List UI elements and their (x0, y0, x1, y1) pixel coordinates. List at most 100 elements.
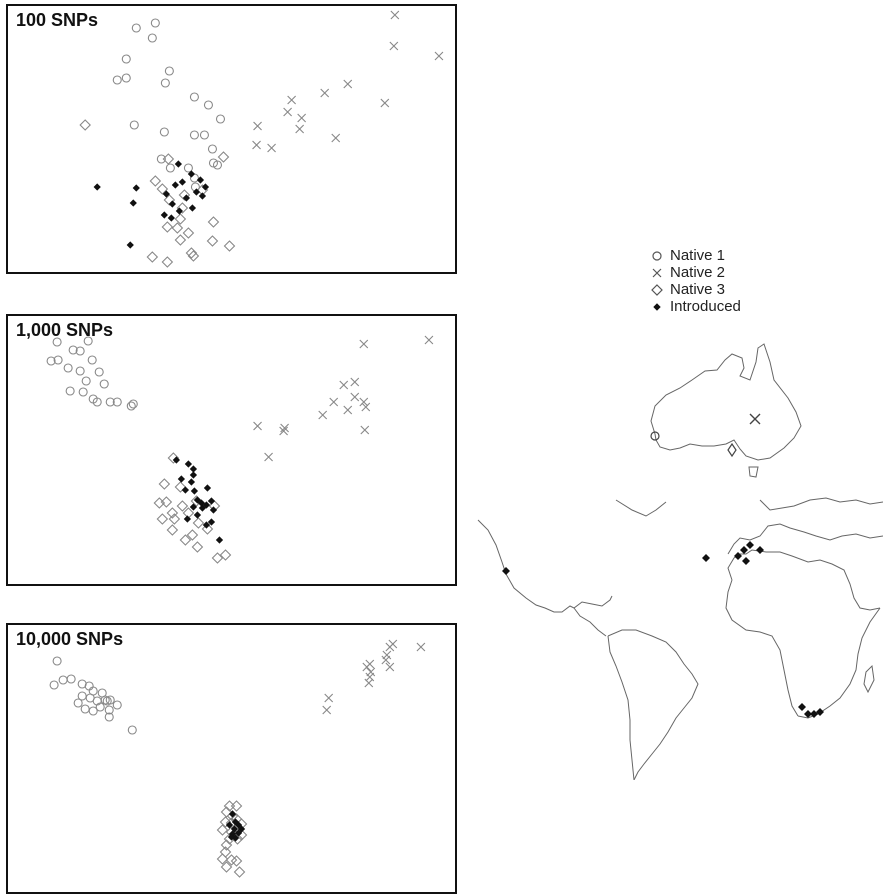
cross-marker-icon (652, 268, 662, 277)
data-point (207, 518, 216, 526)
data-point (161, 221, 174, 233)
data-point (215, 536, 224, 544)
data-point (193, 511, 202, 519)
data-point (216, 853, 229, 865)
data-point (160, 496, 173, 508)
native-3-site-marker (727, 442, 737, 458)
data-point (339, 380, 349, 390)
data-point (217, 151, 230, 163)
data-point (225, 821, 234, 829)
data-point (198, 504, 207, 512)
data-point (84, 681, 94, 691)
legend: Native 1 Native 2 Native 3 Introduced (650, 247, 741, 315)
panel-title: 100 SNPs (16, 10, 99, 30)
introduced-site-marker (804, 710, 812, 718)
introduced-site-marker (734, 552, 742, 560)
data-point (131, 23, 141, 33)
data-point (162, 153, 175, 165)
data-point (112, 397, 122, 407)
data-point (193, 496, 202, 504)
data-point (65, 386, 75, 396)
data-point (161, 256, 174, 268)
data-point (380, 98, 390, 108)
data-point (287, 95, 297, 105)
data-point (191, 541, 204, 553)
europe-north-fragment (759, 497, 883, 511)
data-point (156, 513, 169, 525)
data-point (176, 500, 189, 512)
data-point (128, 399, 138, 409)
data-point (92, 696, 102, 706)
data-point (220, 861, 233, 873)
data-point (324, 693, 334, 703)
data-point (361, 402, 371, 412)
madagascar-outline (863, 664, 875, 694)
data-point (165, 163, 175, 173)
data-point (329, 397, 339, 407)
data-point (360, 425, 370, 435)
data-point (331, 133, 341, 143)
data-point (81, 376, 91, 386)
native-1-site-marker (650, 431, 660, 441)
scatter-panel-10000-snps: 10,000 SNPs (6, 623, 457, 894)
legend-item-introduced: Introduced (650, 298, 741, 315)
data-point (88, 706, 98, 716)
filled-diamond-marker-icon (653, 302, 661, 311)
series-introduced (93, 160, 210, 249)
introduced-site-marker (740, 546, 748, 554)
legend-label: Native 2 (670, 264, 726, 281)
data-point (77, 679, 87, 689)
data-point (105, 397, 115, 407)
series-native-3 (79, 119, 236, 268)
data-point (182, 227, 195, 239)
scatter-panel-1000-snps: 1,000 SNPs (6, 314, 457, 586)
data-point (46, 356, 56, 366)
data-point (163, 194, 176, 206)
series-native-1 (46, 336, 138, 411)
australia-sites (650, 413, 761, 458)
data-point (75, 366, 85, 376)
data-point (201, 523, 214, 535)
data-point (228, 810, 237, 818)
data-point (158, 478, 171, 490)
australia-map (650, 343, 802, 478)
data-point (92, 397, 102, 407)
data-point (49, 680, 59, 690)
data-point (168, 200, 176, 208)
data-point (73, 698, 83, 708)
series-native-2 (253, 335, 434, 462)
data-point (177, 475, 186, 483)
data-point (322, 705, 332, 715)
circle-marker-icon (652, 250, 662, 261)
data-point (343, 79, 353, 89)
data-point (227, 833, 236, 841)
legend-label: Native 1 (670, 247, 726, 264)
data-point (171, 181, 180, 189)
data-point (280, 423, 290, 433)
data-point (156, 154, 166, 164)
data-point (207, 144, 218, 154)
data-point (167, 452, 180, 464)
data-point (75, 346, 85, 356)
data-point (179, 534, 192, 546)
data-point (149, 175, 162, 187)
data-point (160, 78, 170, 88)
data-point (212, 160, 223, 170)
data-point (365, 659, 375, 669)
data-point (189, 92, 199, 102)
data-point (104, 712, 114, 722)
data-point (230, 825, 239, 833)
world-map (477, 497, 883, 780)
legend-item-native-3: Native 3 (650, 281, 741, 298)
data-point (184, 460, 193, 468)
data-point (350, 377, 360, 387)
data-point (87, 355, 97, 365)
data-point (206, 235, 219, 247)
data-point (201, 183, 210, 191)
data-point (364, 678, 374, 688)
data-point (199, 130, 209, 140)
data-point (283, 107, 293, 117)
introduced-sites (502, 541, 824, 718)
legend-item-native-2: Native 2 (650, 264, 741, 281)
data-point (68, 345, 78, 355)
